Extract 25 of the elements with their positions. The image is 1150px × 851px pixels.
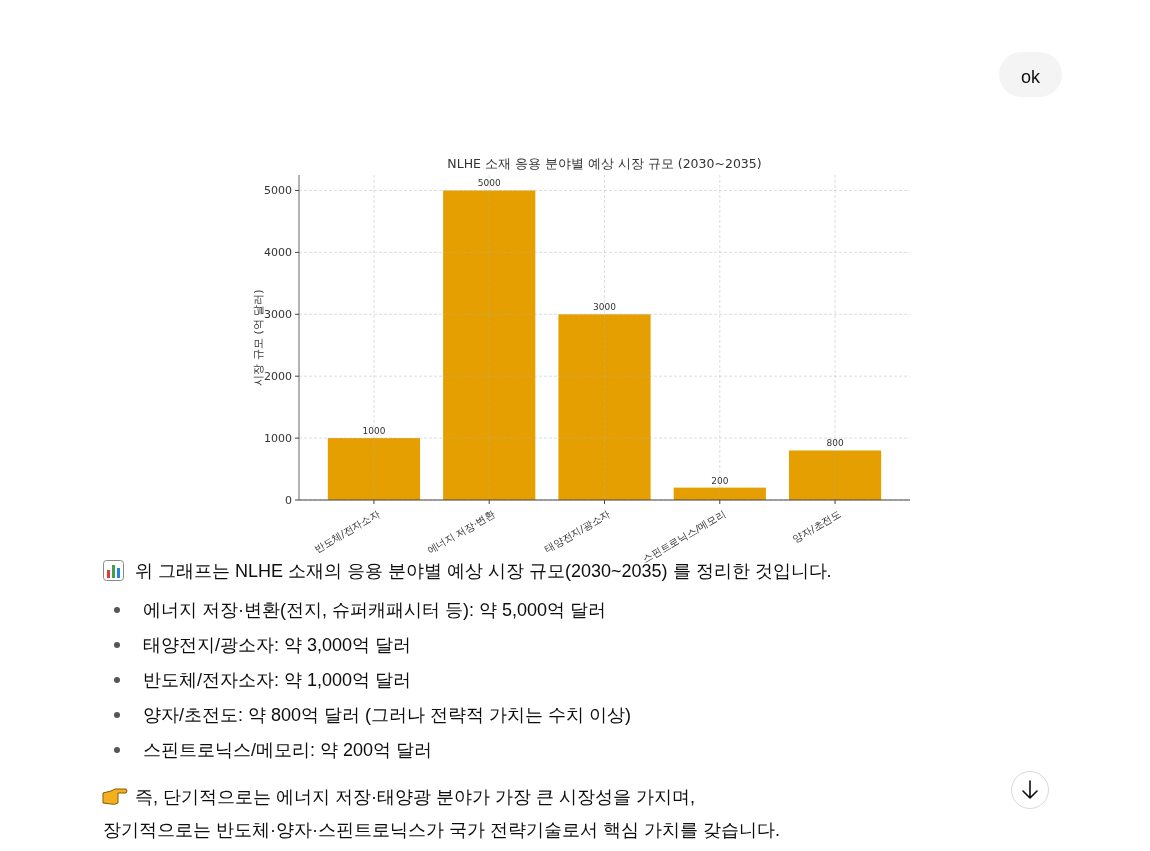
y-tick-label: 2000 bbox=[264, 370, 292, 384]
data-label: 5000 bbox=[477, 178, 501, 189]
y-tick-label: 3000 bbox=[264, 308, 292, 322]
y-tick-label: 5000 bbox=[264, 184, 292, 198]
y-tick-label: 0 bbox=[285, 494, 292, 507]
chart-title: NLHE 소재 응용 분야별 예상 시장 규모 (2030~2035) bbox=[447, 156, 762, 171]
data-label: 800 bbox=[826, 438, 844, 449]
y-tick-label: 4000 bbox=[264, 246, 292, 260]
text: 장기적으로는 반도체·양자·스핀트로닉스가 국가 전략기술로서 핵심 가치를 갖습니다. bbox=[103, 820, 780, 840]
text: 양자/초전도: 약 800억 달러 (그러나 전략적 가치는 수치 이상) bbox=[143, 705, 632, 725]
bar bbox=[788, 450, 882, 500]
text: ok bbox=[1020, 67, 1041, 87]
text: 즉, 단기적으로는 에너지 저장·태양광 분야가 가장 큰 시장성을 가지며, bbox=[135, 787, 696, 807]
data-label: 1000 bbox=[362, 426, 386, 437]
text: 태양전지/광소자: 약 3,000억 달러 bbox=[143, 635, 412, 655]
y-axis-title: 시장 규모 (억 달러) bbox=[252, 289, 265, 386]
text: 에너지 저장·변환(전지, 슈퍼캐패시터 등): 약 5,000억 달러 bbox=[143, 600, 607, 620]
data-label: 200 bbox=[711, 475, 729, 486]
text: 스핀트로닉스/메모리: 약 200억 달러 bbox=[143, 740, 433, 760]
text: 반도체/전자소자: 약 1,000억 달러 bbox=[143, 670, 412, 690]
bar bbox=[558, 314, 651, 500]
data-label: 3000 bbox=[593, 302, 617, 313]
bar bbox=[443, 190, 536, 500]
y-tick-label: 1000 bbox=[264, 432, 292, 446]
bar bbox=[327, 438, 421, 500]
